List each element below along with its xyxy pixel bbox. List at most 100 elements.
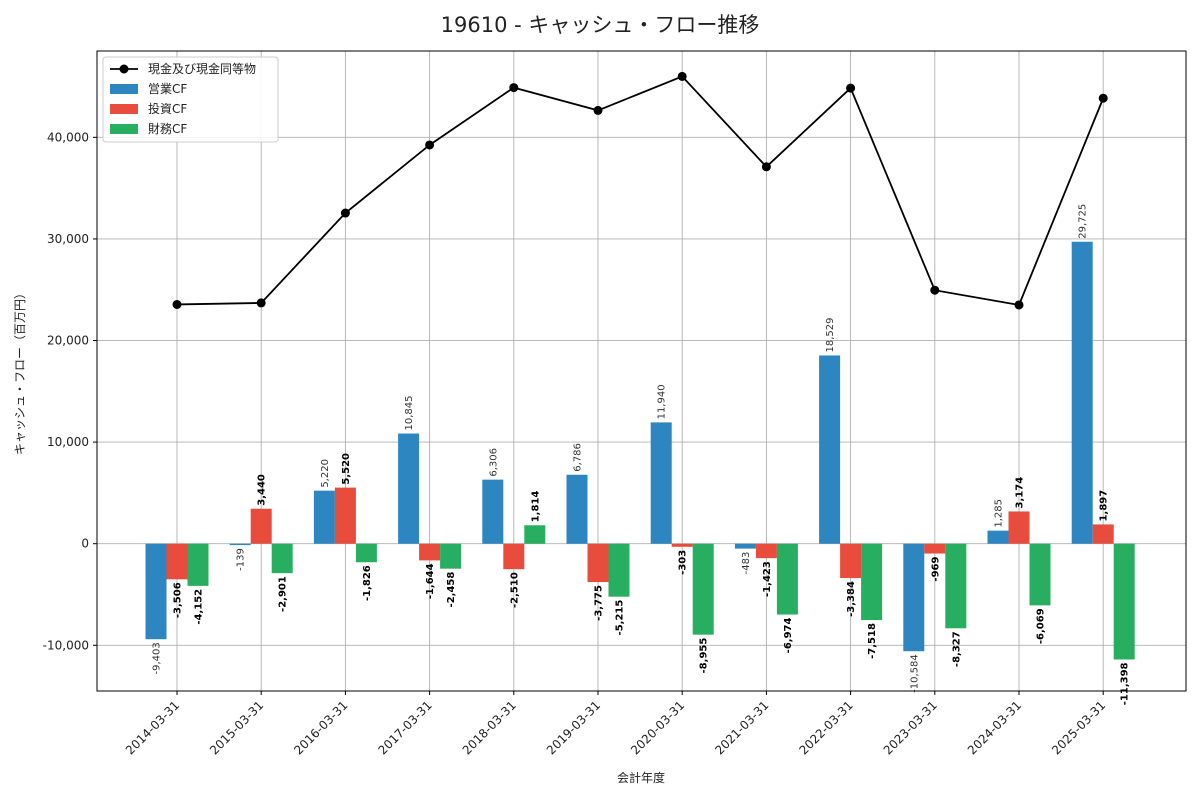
cash-point	[256, 298, 266, 308]
x-tick-label: 2015-03-31	[207, 698, 266, 757]
data-label: -10,584	[909, 654, 920, 693]
data-label: -8,955	[699, 638, 710, 674]
y-tick-label: -10,000	[43, 638, 89, 652]
data-label: 6,786	[573, 443, 584, 472]
data-label: -1,826	[362, 565, 373, 601]
bar	[271, 543, 293, 574]
data-label: -2,510	[509, 572, 520, 608]
data-label: -2,458	[446, 572, 457, 608]
bar	[1008, 511, 1030, 544]
data-label: -6,069	[1036, 608, 1047, 644]
data-label: 3,440	[257, 474, 268, 506]
data-label: -5,215	[615, 600, 626, 636]
bar	[566, 474, 588, 544]
cash-point	[425, 140, 435, 150]
plot-frame	[96, 50, 1187, 692]
bar	[166, 543, 188, 580]
bar	[587, 543, 609, 583]
x-tick-label: 2024-03-31	[965, 698, 1024, 757]
bar	[734, 543, 756, 549]
x-tick-label: 2017-03-31	[376, 698, 435, 757]
x-tick-label: 2023-03-31	[881, 698, 940, 757]
legend-label: 現金及び現金同等物	[148, 61, 256, 76]
bar	[524, 525, 546, 544]
x-tick-label: 2014-03-31	[123, 698, 182, 757]
cash-line	[176, 75, 1105, 306]
data-label: 5,220	[320, 459, 331, 488]
data-label: -8,327	[951, 631, 962, 667]
y-tick-label: 10,000	[47, 435, 89, 449]
x-tick-label: 2016-03-31	[291, 698, 350, 757]
grid	[97, 51, 1186, 691]
data-label: 18,529	[825, 317, 836, 352]
data-label: -1,423	[762, 561, 773, 597]
data-label: -9,403	[152, 642, 163, 674]
data-label: 6,306	[488, 448, 499, 477]
data-label: -11,398	[1120, 662, 1131, 705]
bar	[250, 508, 272, 544]
data-label: 5,520	[341, 453, 352, 485]
data-label: -483	[741, 552, 752, 575]
x-axis-label: 会計年度	[617, 770, 665, 785]
bar	[692, 543, 714, 635]
data-label: -6,974	[783, 618, 794, 654]
bar	[1092, 524, 1114, 544]
bar	[776, 543, 798, 615]
bar	[650, 422, 672, 544]
bar	[945, 543, 967, 629]
data-label: 10,845	[404, 396, 415, 431]
data-label: -7,518	[867, 623, 878, 659]
data-label: -969	[930, 557, 941, 582]
bar	[861, 543, 883, 621]
data-label: 1,814	[530, 491, 541, 523]
x-tick-label: 2020-03-31	[628, 698, 687, 757]
data-label: -1,644	[425, 563, 436, 599]
bar	[608, 543, 630, 597]
x-tick-label: 2019-03-31	[544, 698, 603, 757]
bar	[1113, 543, 1135, 660]
bar	[503, 543, 525, 570]
bar	[482, 479, 504, 544]
cash-point	[340, 208, 350, 218]
data-label: 3,174	[1015, 477, 1026, 509]
data-label: -3,506	[173, 582, 184, 618]
cash-point	[930, 285, 940, 295]
y-tick-label: 0	[81, 537, 89, 551]
y-tick-label: 20,000	[47, 334, 89, 348]
bar	[671, 543, 693, 547]
bar	[440, 543, 462, 569]
data-label: -2,901	[278, 576, 289, 612]
data-label: 1,897	[1099, 490, 1110, 522]
data-label: -3,384	[846, 581, 857, 617]
cash-point	[593, 105, 603, 115]
data-label: -3,775	[594, 585, 605, 621]
x-tick-label: 2025-03-31	[1049, 698, 1108, 757]
bar	[419, 543, 441, 561]
cash-point	[172, 299, 182, 309]
y-tick-label: 40,000	[47, 130, 89, 144]
cash-line-series	[172, 71, 1108, 310]
bar	[924, 543, 946, 554]
bar	[187, 543, 209, 586]
y-axis-ticks: -10,000 0 10,000 20,000 30,000 40,000	[43, 130, 97, 652]
data-label: -303	[678, 550, 689, 575]
data-label: 11,940	[657, 384, 668, 419]
data-labels: -9,403 -139 5,220 10,845 6,306 6,786 11,940 -48…	[152, 204, 1131, 706]
data-label: 29,725	[1078, 204, 1089, 239]
legend-marker	[119, 64, 129, 74]
bar	[819, 355, 841, 544]
bar	[355, 543, 377, 563]
bar	[229, 543, 251, 546]
x-tick-label: 2018-03-31	[460, 698, 519, 757]
bar	[1071, 241, 1093, 544]
legend-box	[102, 56, 279, 143]
cash-point	[846, 83, 856, 93]
cash-point	[761, 162, 771, 172]
legend-label: 投資CF	[148, 101, 187, 116]
data-label: -139	[236, 548, 247, 571]
data-label: 1,285	[994, 499, 1005, 528]
x-tick-label: 2021-03-31	[712, 698, 771, 757]
y-axis-label: キャッシュ・フロー（百万円）	[13, 287, 27, 455]
